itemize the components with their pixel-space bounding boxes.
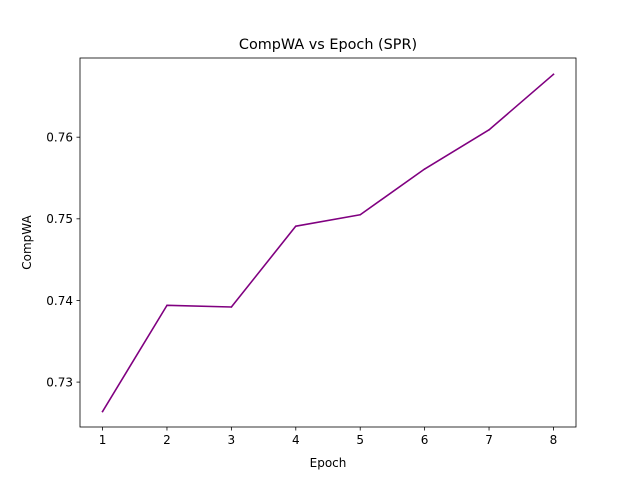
series-line-0	[101, 73, 555, 413]
data-point	[359, 213, 362, 216]
x-tick-label: 3	[228, 433, 236, 447]
data-point	[488, 129, 490, 131]
data-point	[101, 410, 104, 413]
x-axis-label: Epoch	[310, 456, 347, 470]
x-tick-label: 8	[550, 433, 558, 447]
y-tick-label: 0.75	[46, 212, 73, 226]
x-tick-label: 2	[163, 433, 171, 447]
x-tick-label: 5	[356, 433, 364, 447]
chart-title: CompWA vs Epoch (SPR)	[239, 37, 417, 53]
plot-frame	[79, 57, 577, 428]
plot-area	[101, 73, 555, 413]
data-point	[552, 73, 555, 76]
y-axis-ticks: 0.73 0.74 0.75 0.76	[46, 130, 80, 389]
data-point	[423, 168, 426, 170]
data-point	[294, 225, 297, 227]
y-tick-label: 0.74	[46, 294, 73, 308]
x-tick-label: 4	[292, 433, 300, 447]
y-tick-label: 0.73	[46, 375, 73, 389]
data-point	[230, 306, 233, 308]
x-tick-label: 6	[421, 433, 429, 447]
x-tick-label: 1	[99, 433, 107, 447]
y-axis-label: CompWA	[20, 214, 34, 269]
y-tick-label: 0.76	[46, 130, 73, 144]
data-point	[166, 304, 168, 307]
x-tick-label: 7	[485, 433, 493, 447]
x-axis-ticks: 1 2 3 4 5 6 7 8	[99, 427, 558, 447]
